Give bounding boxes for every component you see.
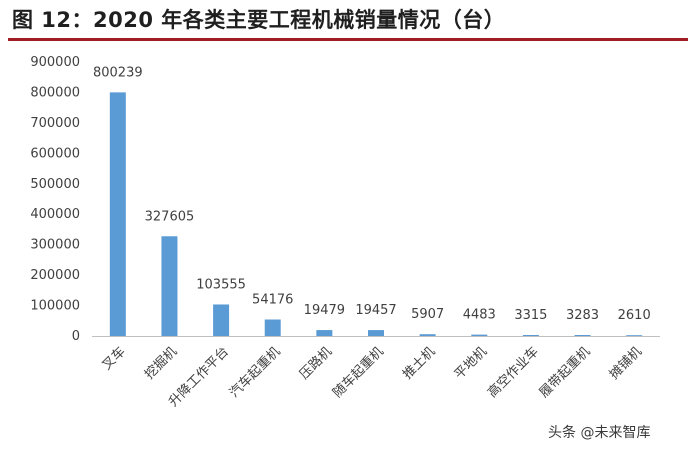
bar xyxy=(471,334,488,336)
data-label: 4483 xyxy=(463,308,496,323)
bar xyxy=(109,92,126,337)
data-label: 327605 xyxy=(145,209,195,224)
bar xyxy=(161,236,178,336)
data-label: 103555 xyxy=(196,277,246,292)
x-category-label: 叉车 xyxy=(99,344,129,374)
y-tick-label: 900000 xyxy=(30,55,80,70)
data-label: 3283 xyxy=(566,308,599,323)
data-label: 800239 xyxy=(93,65,143,80)
y-axis-ticks: 0 100000 200000 300000 400000 500000 600000 700… xyxy=(30,55,80,344)
bar xyxy=(213,304,230,336)
bars xyxy=(109,92,643,337)
bar xyxy=(626,335,643,336)
x-category-label: 摊铺机 xyxy=(607,344,645,382)
y-tick-label: 300000 xyxy=(30,238,80,253)
x-category-label: 平地机 xyxy=(452,344,490,382)
data-label: 54176 xyxy=(252,293,293,308)
data-label: 5907 xyxy=(411,307,444,322)
x-category-label: 挖掘机 xyxy=(142,344,180,382)
x-category-label: 汽车起重机 xyxy=(226,344,283,401)
x-category-label: 推土机 xyxy=(400,344,438,382)
data-label: 2610 xyxy=(618,308,651,323)
data-label: 3315 xyxy=(514,308,547,323)
figure-title: 图 12：2020 年各类主要工程机械销量情况（台） xyxy=(12,8,506,32)
data-label: 19479 xyxy=(304,303,345,318)
y-tick-label: 100000 xyxy=(30,299,80,314)
data-label: 19457 xyxy=(355,303,396,318)
x-category-label: 履带起重机 xyxy=(536,344,593,401)
y-tick-label: 400000 xyxy=(30,207,80,222)
bar xyxy=(574,335,591,336)
bar xyxy=(419,334,436,336)
y-tick-label: 500000 xyxy=(30,177,80,192)
y-tick-label: 800000 xyxy=(30,85,80,100)
y-tick-label: 600000 xyxy=(30,146,80,161)
x-category-label: 随车起重机 xyxy=(330,344,387,401)
y-tick-label: 0 xyxy=(72,329,80,344)
y-tick-label: 700000 xyxy=(30,116,80,131)
x-category-label: 高空作业车 xyxy=(484,344,541,401)
data-labels: 800239 327605 103555 54176 19479 19457 5907 448… xyxy=(93,65,651,323)
bar xyxy=(316,330,333,336)
bar xyxy=(368,330,384,336)
bar xyxy=(522,334,539,336)
x-category-label: 压路机 xyxy=(296,344,335,383)
y-tick-label: 200000 xyxy=(30,268,80,283)
title-rule xyxy=(8,38,688,41)
bar xyxy=(264,319,281,336)
watermark: 头条 @未来智库 xyxy=(548,425,651,441)
